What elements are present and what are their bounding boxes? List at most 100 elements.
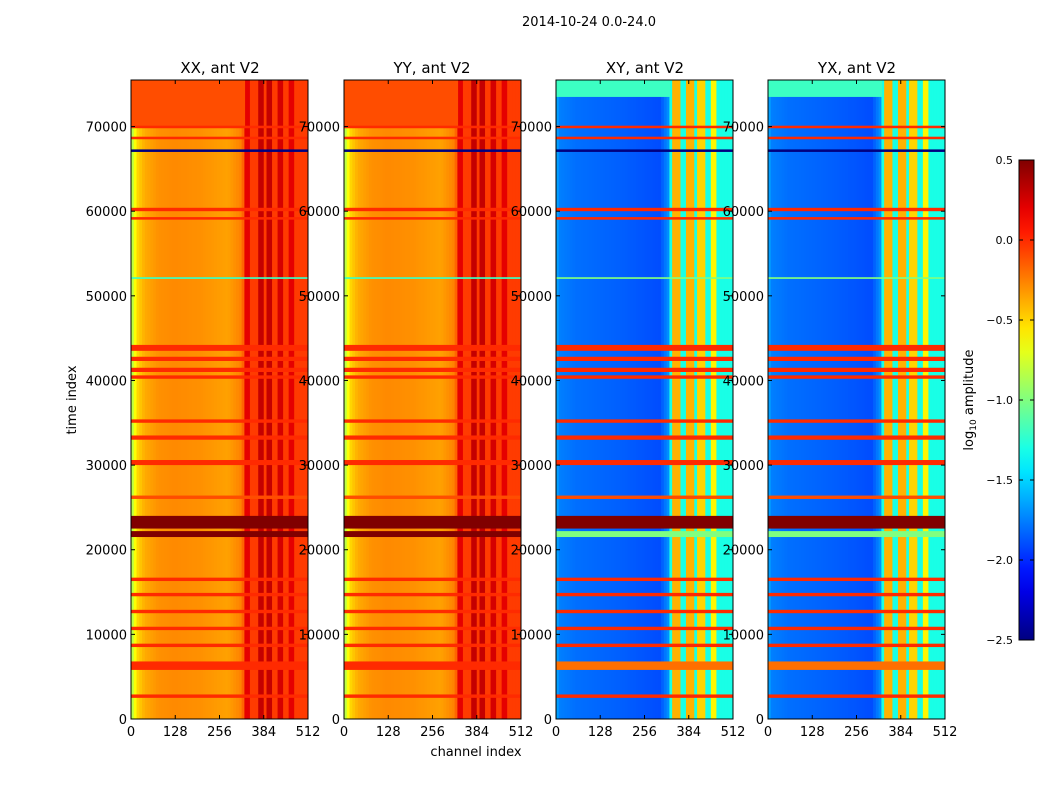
heatmap-column — [283, 80, 287, 719]
colorbar-tick-label: −2.5 — [986, 634, 1013, 647]
heatmap-column — [611, 80, 615, 719]
heatmap-column — [468, 80, 472, 719]
y-tick-label: 60000 — [299, 205, 340, 220]
heatmap-column — [476, 80, 481, 719]
colorbar-tick-label: −1.5 — [986, 474, 1013, 487]
heatmap-column — [131, 80, 135, 719]
heatmap-column — [928, 80, 932, 719]
heatmap-column — [385, 80, 389, 719]
flagged-row — [344, 277, 521, 279]
heatmap-column — [446, 80, 450, 719]
y-tick-label: 40000 — [511, 374, 552, 389]
y-tick-label: 30000 — [511, 459, 552, 474]
flagged-row — [556, 207, 733, 212]
heatmap-column — [862, 80, 866, 719]
heatmap-column — [697, 80, 701, 719]
heatmap-column — [233, 80, 237, 719]
flagged-row — [344, 125, 521, 129]
flagged-row — [131, 277, 308, 279]
heatmap-column — [501, 80, 506, 719]
heatmap-body — [556, 80, 733, 719]
heatmap-column — [572, 80, 576, 719]
heatmap-column — [473, 80, 478, 719]
heatmap-column — [515, 80, 519, 719]
flagged-row — [768, 277, 945, 279]
flagged-row — [344, 367, 521, 372]
y-tick-label: 60000 — [723, 205, 764, 220]
heatmap-column — [183, 80, 187, 719]
y-tick-label: 70000 — [86, 121, 127, 136]
panel-xx: XX, ant V2 0 128 256 384 512 0 10000 20000 30000… — [86, 59, 321, 740]
heatmap-column — [404, 80, 409, 719]
flagged-row — [768, 609, 945, 614]
heatmap-column — [864, 80, 869, 719]
x-tick-label: 128 — [163, 725, 188, 740]
heatmap-column — [622, 80, 626, 719]
flagged-row — [768, 694, 945, 698]
flagged-row — [768, 643, 945, 648]
heatmap-column — [815, 80, 819, 719]
heatmap-column — [426, 80, 431, 719]
y-tick-label: 30000 — [723, 459, 764, 474]
heatmap-column — [641, 80, 646, 719]
heatmap-body — [344, 80, 521, 719]
heatmap-column — [608, 80, 612, 719]
heatmap-column — [900, 80, 905, 719]
flagged-row — [344, 577, 521, 582]
y-tick-label: 10000 — [86, 628, 127, 643]
heatmap-column — [906, 80, 910, 719]
heatmap-column — [705, 80, 709, 719]
heatmap-column — [241, 80, 245, 719]
heatmap-column — [396, 80, 400, 719]
flagged-row — [556, 375, 733, 379]
x-tick-label: 512 — [721, 725, 746, 740]
y-tick-label: 40000 — [299, 374, 340, 389]
x-tick-label: 256 — [207, 725, 232, 740]
heatmap-column — [238, 80, 243, 719]
flagged-row — [768, 592, 945, 597]
panel-yy: YY, ant V2 0 128 256 384 512 0 10000 20000 30000… — [299, 59, 534, 740]
flagged-row — [131, 125, 308, 129]
heatmap-column — [942, 80, 945, 719]
y-tick-label: 50000 — [86, 290, 127, 305]
heatmap-column — [798, 80, 802, 719]
flagged-row — [768, 344, 945, 351]
heatmap-column — [605, 80, 610, 719]
heatmap-column — [296, 80, 301, 719]
flagged-row — [556, 435, 733, 440]
heatmap-column — [277, 80, 281, 719]
flagged-row — [768, 125, 945, 129]
flagged-row — [556, 661, 733, 670]
heatmap-column — [255, 80, 259, 719]
flagged-row — [556, 217, 733, 220]
flagged-row — [131, 207, 308, 212]
flagged-row — [344, 419, 521, 423]
heatmap-column — [393, 80, 398, 719]
x-axis-label: channel index — [430, 745, 521, 760]
heatmap-column — [288, 80, 293, 719]
heatmap-column — [939, 80, 943, 719]
panel-title: YX, ant V2 — [817, 59, 896, 77]
heatmap-column — [518, 80, 521, 719]
heatmap-column — [371, 80, 376, 719]
flagged-row — [556, 356, 733, 361]
heatmap-column — [249, 80, 254, 719]
heatmap-column — [856, 80, 860, 719]
heatmap-column — [222, 80, 226, 719]
heatmap-column — [360, 80, 364, 719]
heatmap-column — [208, 80, 212, 719]
heatmap-column — [683, 80, 687, 719]
heatmap-column — [881, 80, 885, 719]
x-tick-label: 128 — [800, 725, 825, 740]
heatmap-column — [161, 80, 165, 719]
heatmap-column — [636, 80, 640, 719]
heatmap-column — [244, 80, 248, 719]
heatmap-column — [407, 80, 411, 719]
flagged-row — [556, 694, 733, 698]
heatmap-column — [936, 80, 941, 719]
flagged-row — [768, 375, 945, 379]
heatmap-column — [787, 80, 791, 719]
heatmap-column — [922, 80, 927, 719]
colorbar-tick-label: −2.0 — [986, 554, 1013, 567]
heatmap-column — [803, 80, 808, 719]
